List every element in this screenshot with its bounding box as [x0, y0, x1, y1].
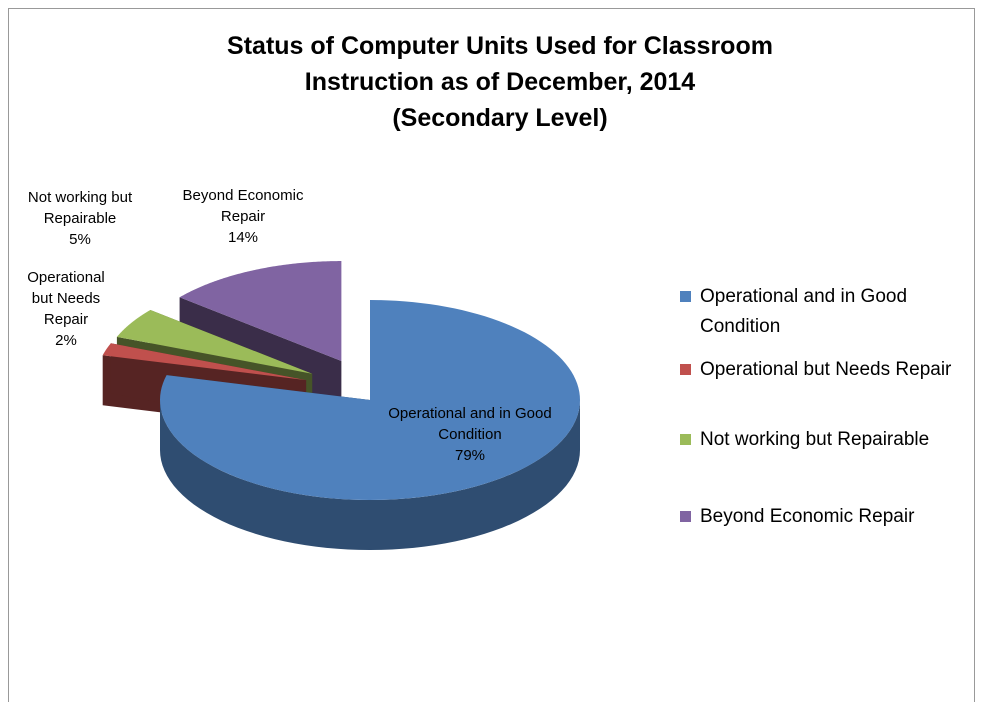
- data-label: Beyond Economic Repair 14%: [181, 185, 305, 248]
- data-label-name: Not working but Repairable: [27, 189, 133, 227]
- slice-top: [160, 300, 580, 500]
- chart-subtitle: (Secondary Level): [392, 104, 608, 132]
- data-label-value: 5%: [69, 231, 91, 248]
- legend-swatch: [680, 511, 691, 522]
- legend-swatch: [680, 364, 691, 375]
- data-label: Operational and in Good Condition 79%: [383, 403, 558, 466]
- data-label-value: 14%: [227, 229, 259, 246]
- slice-top: [116, 309, 313, 374]
- data-label-value: 79%: [454, 447, 486, 464]
- data-label: Operational but Needs Repair 2%: [18, 267, 114, 351]
- pie-slice: [160, 300, 580, 550]
- chart-title-block: Status of Computer Units Used for Classr…: [200, 28, 800, 136]
- legend-swatch: [680, 434, 691, 445]
- slice-top: [179, 261, 342, 362]
- legend-label: Beyond Economic Repair: [700, 506, 915, 527]
- data-label-name: Operational and in Good Condition: [388, 405, 552, 443]
- data-label-name: Beyond Economic Repair: [182, 187, 304, 225]
- data-label-value: 2%: [55, 332, 77, 349]
- slice-top: [102, 343, 307, 381]
- slice-side: [160, 400, 580, 550]
- legend-label: Not working but Repairable: [700, 429, 930, 450]
- chart-border: [8, 8, 975, 702]
- legend-label: Operational but Needs Repair: [700, 359, 952, 380]
- data-label: Not working but Repairable 5%: [24, 187, 136, 250]
- legend-swatch: [680, 291, 691, 302]
- data-label-name: Operational but Needs Repair: [27, 269, 105, 328]
- legend-label: Operational and in Good Condition: [700, 286, 908, 337]
- chart-title: Status of Computer Units Used for Classr…: [227, 32, 773, 96]
